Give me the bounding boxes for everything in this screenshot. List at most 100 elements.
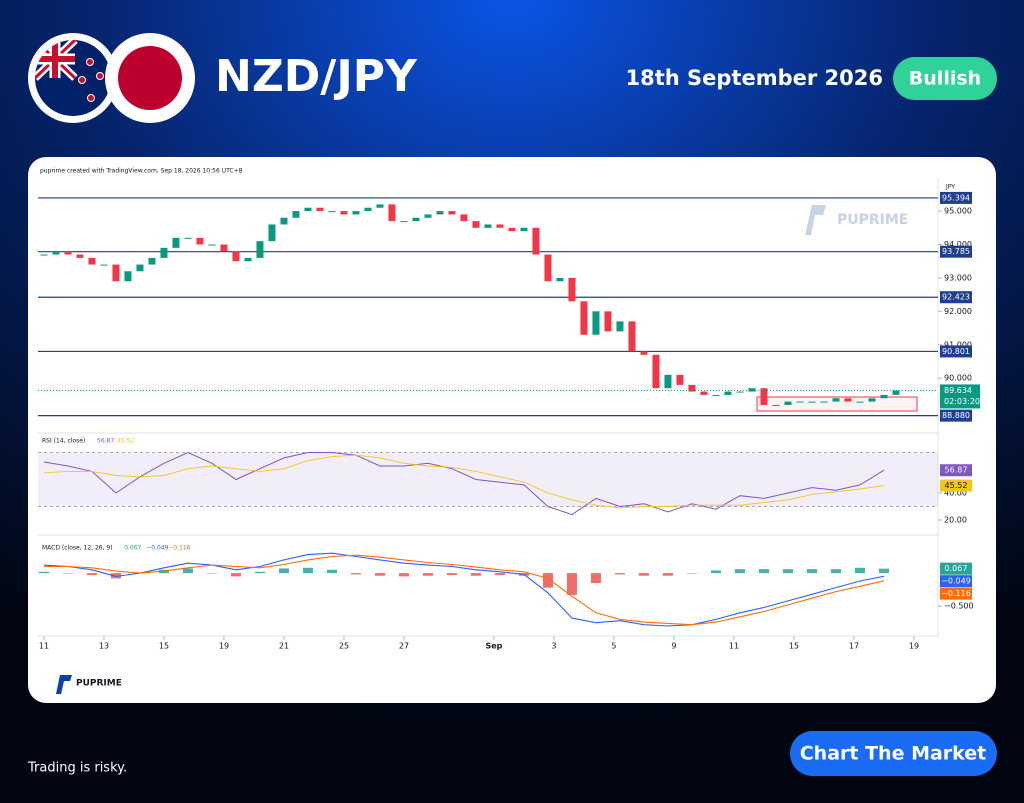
level-badge-label: 92.423 [942,293,970,302]
candle [616,321,624,332]
candle [472,221,480,228]
x-tick-label: 19 [909,642,919,651]
candle [400,221,408,223]
level-badge [940,245,972,258]
candle [844,398,852,402]
candle [448,211,456,215]
watermark: PUPRIME [805,205,908,235]
last-price-badge [940,384,980,409]
candle [328,211,336,213]
y-tick-label: 91.000 [944,340,972,349]
macd-histogram-bar [422,573,433,576]
macd-histogram-bar [206,573,217,574]
bias: Bullish [909,68,981,90]
candle [76,254,84,258]
candle [52,251,60,255]
candle [700,391,708,395]
candle [892,390,900,395]
macd-histogram-bar [782,569,793,574]
y-tick-label: 94.000 [944,240,972,249]
macd-histogram-bar [830,569,841,574]
candle [136,264,144,272]
candle [148,257,156,265]
level-badge-label: 93.785 [942,247,970,256]
candle [520,227,528,232]
candle [652,354,660,389]
candle [484,224,492,228]
macd-badge [940,587,972,600]
rsi-badge [940,479,972,492]
candle [808,401,816,403]
japan-flag [105,33,195,123]
x-tick-label: 15 [789,642,799,651]
macd-histogram-bar [806,569,817,574]
candle [220,244,228,252]
rsi-legend-value: 56.87 [97,438,114,445]
macd-histogram-bar [398,573,409,577]
macd-histogram-bar [62,573,73,574]
macd-histogram-bar [230,573,241,577]
candle [688,384,696,392]
macd-histogram-bar [734,569,745,574]
candle [64,251,72,255]
macd-histogram-bar [686,573,697,574]
x-tick-label: 17 [849,642,859,651]
level-badge-label: 90.801 [942,347,970,356]
macd-legend-value: −0.116 [168,545,190,552]
last-price: 89.634 [944,386,972,395]
macd-histogram-bar [326,569,337,574]
macd-legend: MACD (close, 12, 26, 9) [42,545,113,552]
macd-histogram-bar [542,573,553,588]
macd-histogram-bar [302,567,313,574]
candle [100,264,108,266]
macd-histogram-bar [254,571,265,574]
level-badge-label: 95.394 [942,193,970,202]
cta-button[interactable] [790,731,997,776]
macd-histogram-bar [590,573,601,584]
candle [364,207,372,212]
pair-title: NZD/JPY [215,51,418,102]
candle [388,204,396,222]
x-tick-label: 3 [551,642,556,651]
macd-histogram-bar [662,573,673,576]
macd-histogram-bar [470,573,481,576]
candle [772,404,780,406]
y-tick-label: 93.000 [944,273,972,282]
macd-histogram-bar [854,567,865,574]
candle [196,237,204,245]
macd-histogram-bar [710,570,721,574]
candle [832,398,840,402]
x-tick-label: 11 [39,642,49,651]
candle [376,204,384,208]
candle [532,227,540,255]
candle [280,217,288,225]
macd-histogram-bar [350,573,361,575]
candle [172,237,180,248]
candle [856,401,864,403]
x-tick-label: 25 [339,642,349,651]
macd-badge-label: −0.049 [941,577,971,586]
rsi-badge [940,464,972,477]
x-tick-label: 5 [611,642,616,651]
x-tick-label: 15 [159,642,169,651]
candle [880,394,888,399]
candle [268,224,276,242]
candle [436,211,444,215]
level-badge [940,291,972,304]
y-tick-label: 20.00 [944,516,967,525]
macd-histogram-bar [38,571,49,574]
macd-histogram-bar [182,568,193,574]
y-tick-label: 95.000 [944,207,972,216]
footer-logo: PUPRIME [56,675,122,694]
macd-histogram-bar [374,573,385,576]
macd-line [44,554,885,626]
nz-flag [28,33,118,123]
candle [244,257,252,262]
range-box [756,396,918,412]
x-tick-label: Sep [485,642,502,651]
cta-label[interactable]: Chart The Market [800,743,987,765]
candle [628,321,636,352]
candle [256,241,264,258]
y-tick-label: 40.00 [944,489,967,498]
